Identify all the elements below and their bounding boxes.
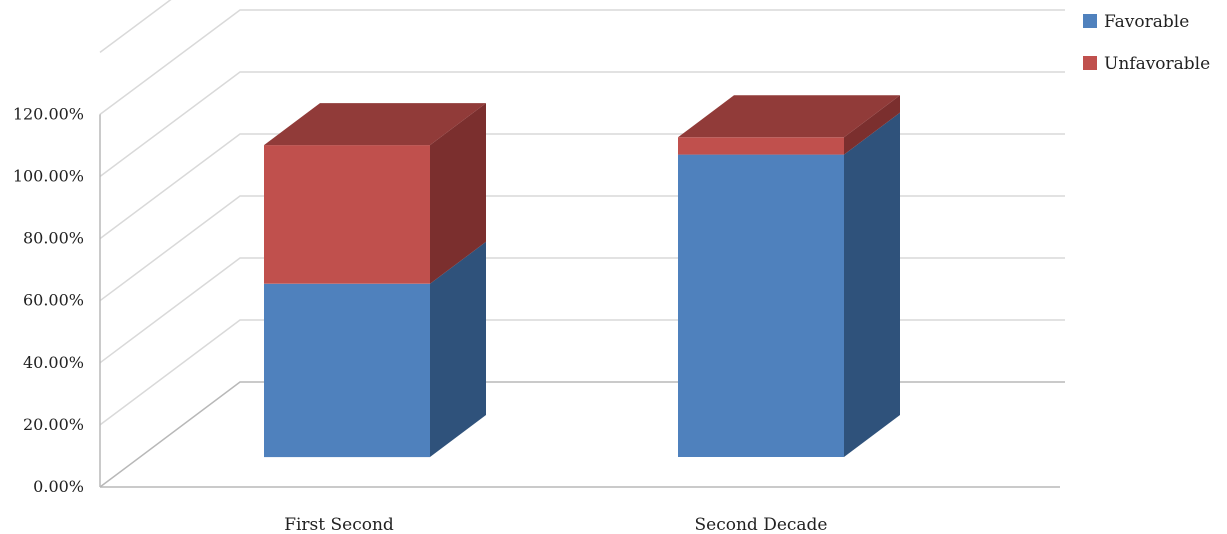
gridline (99, 195, 1065, 302)
bar-side (844, 112, 900, 457)
bar-segment (678, 154, 844, 457)
legend: Favorable Unfavorable (1083, 12, 1210, 74)
legend-label: Favorable (1104, 12, 1189, 32)
gridline (99, 133, 1065, 240)
legend-swatch (1083, 56, 1097, 70)
legend-swatch (1083, 14, 1097, 28)
bar-top (264, 103, 486, 146)
gridlines (99, 0, 1065, 488)
gridline (99, 257, 1065, 364)
y-tick-label: 120.00% (13, 104, 84, 123)
x-category-label: Second Decade (695, 515, 828, 534)
y-tick-label: 80.00% (23, 229, 84, 248)
bar-segment (264, 283, 430, 458)
y-tick-label: 40.00% (23, 353, 84, 372)
y-tick-label: 100.00% (13, 167, 84, 186)
gridline (99, 9, 1065, 116)
gridline (99, 319, 1065, 426)
legend-label: Unfavorable (1104, 54, 1210, 74)
bar-segment (678, 137, 844, 155)
x-axis-category-labels: First Second Second Decade (284, 515, 827, 534)
gridline (99, 0, 172, 54)
y-tick-label: 20.00% (23, 415, 84, 434)
y-tick-label: 60.00% (23, 291, 84, 310)
axes (99, 114, 1060, 488)
y-tick-label: 0.00% (33, 477, 84, 496)
gridline (99, 381, 1065, 488)
bar-side (844, 95, 900, 155)
bar-side (430, 241, 486, 457)
bar-segment (264, 145, 430, 284)
x-category-label: First Second (284, 515, 394, 534)
bars (264, 95, 900, 458)
y-axis-tick-labels: 0.00% 20.00% 40.00% 60.00% 80.00% 100.00% 120.… (13, 104, 84, 496)
bar-top (678, 95, 900, 138)
bar-side (430, 103, 486, 284)
gridline (99, 71, 1065, 178)
